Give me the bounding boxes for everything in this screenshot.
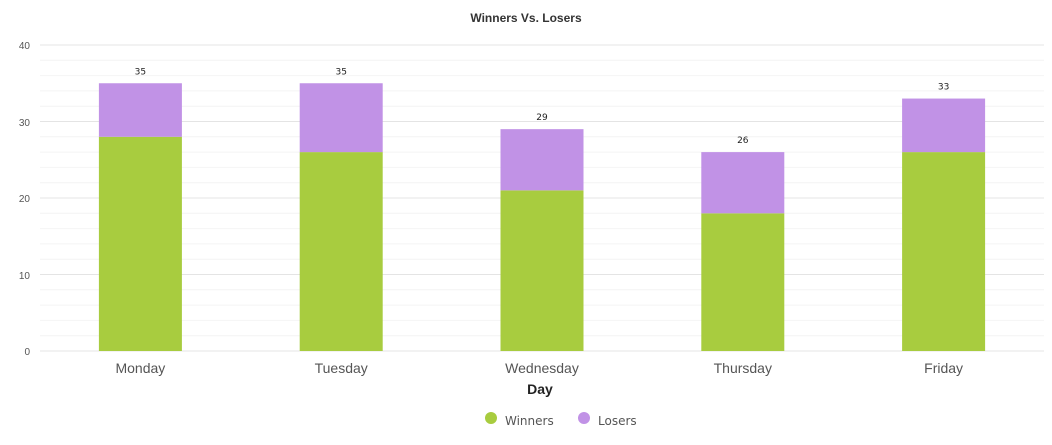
y-axis-ticks: 0 10 20 30 40	[19, 41, 31, 358]
legend-swatch-winners	[485, 412, 497, 424]
legend-item-losers[interactable]: Losers	[578, 412, 637, 428]
bar-losers-tuesday[interactable]	[299, 83, 383, 153]
y-tick-label: 20	[19, 194, 31, 205]
bar-winners-wednesday[interactable]	[500, 190, 584, 351]
y-tick-label: 40	[19, 41, 31, 52]
total-label-tuesday: 35	[335, 67, 346, 77]
x-axis-label: Day	[527, 381, 553, 397]
bar-winners-thursday[interactable]	[701, 213, 785, 351]
bar-losers-wednesday[interactable]	[500, 129, 584, 191]
total-label-friday: 33	[938, 83, 949, 93]
x-tick-friday: Friday	[924, 360, 963, 376]
bars	[98, 83, 986, 351]
bar-winners-friday[interactable]	[902, 152, 986, 351]
x-tick-wednesday: Wednesday	[505, 360, 579, 376]
x-axis-ticks: Monday Tuesday Wednesday Thursday Friday	[115, 360, 963, 376]
legend-label-winners: Winners	[505, 414, 554, 428]
x-tick-thursday: Thursday	[714, 360, 772, 376]
bar-winners-tuesday[interactable]	[299, 152, 383, 351]
total-label-wednesday: 29	[536, 113, 548, 123]
total-labels: 35 35 29 26 33	[135, 67, 950, 146]
total-label-thursday: 26	[737, 136, 749, 146]
x-tick-tuesday: Tuesday	[315, 360, 368, 376]
bar-losers-friday[interactable]	[902, 98, 986, 153]
chart-title: Winners Vs. Losers	[470, 11, 582, 25]
y-tick-label: 30	[19, 118, 31, 129]
bar-winners-monday[interactable]	[98, 136, 182, 351]
legend-item-winners[interactable]: Winners	[485, 412, 554, 428]
bar-losers-monday[interactable]	[98, 83, 182, 137]
total-label-monday: 35	[135, 67, 146, 77]
y-tick-label: 10	[19, 271, 31, 282]
bar-losers-thursday[interactable]	[701, 152, 785, 214]
legend-label-losers: Losers	[598, 414, 637, 428]
legend-swatch-losers	[578, 412, 590, 424]
x-tick-monday: Monday	[115, 360, 165, 376]
legend: Winners Losers	[485, 412, 637, 428]
y-tick-label: 0	[24, 347, 30, 358]
